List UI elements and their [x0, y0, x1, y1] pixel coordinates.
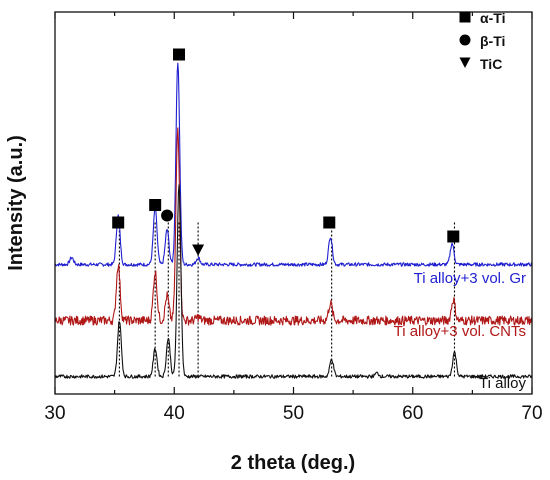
phase-marker-circle	[161, 209, 174, 222]
legend-label-alpha-ti: α-Ti	[480, 10, 505, 26]
series-line-1	[54, 62, 533, 267]
x-tick-label: 30	[44, 403, 65, 424]
phase-marker-triangle-down	[192, 244, 205, 256]
y-axis-title: Intensity (a.u.)	[5, 135, 27, 271]
x-tick-label: 60	[402, 403, 423, 424]
legend: α-Ti β-Ti TiC	[459, 10, 505, 72]
phase-marker-square	[149, 199, 162, 211]
series-layer	[54, 62, 533, 379]
series-line-2	[54, 127, 533, 326]
phase-marker-square	[112, 216, 125, 229]
series-label-ti-alloy: Ti alloy	[479, 375, 526, 392]
legend-label-beta-ti: β-Ti	[480, 33, 505, 49]
x-tick-label: 40	[164, 403, 185, 424]
phase-markers	[112, 48, 460, 256]
x-axis-ticks: 30 40 50 60 70	[44, 12, 543, 424]
legend-symbols	[459, 11, 471, 68]
legend-symbol-square	[459, 11, 471, 23]
phase-marker-square	[173, 48, 186, 61]
phase-marker-square	[447, 230, 460, 243]
legend-symbol-triangle-down	[459, 57, 471, 68]
legend-label-tic: TiC	[480, 56, 502, 72]
series-line-3	[54, 184, 533, 379]
x-axis-title: 2 theta (deg.)	[231, 452, 355, 474]
legend-symbol-circle	[459, 34, 471, 46]
phase-marker-square	[323, 216, 336, 229]
x-tick-label: 70	[521, 403, 542, 424]
series-label-gr: Ti alloy+3 vol. Gr	[414, 270, 526, 287]
series-label-cnts: Ti alloy+3 vol. CNTs	[394, 323, 526, 340]
x-tick-label: 50	[283, 403, 304, 424]
